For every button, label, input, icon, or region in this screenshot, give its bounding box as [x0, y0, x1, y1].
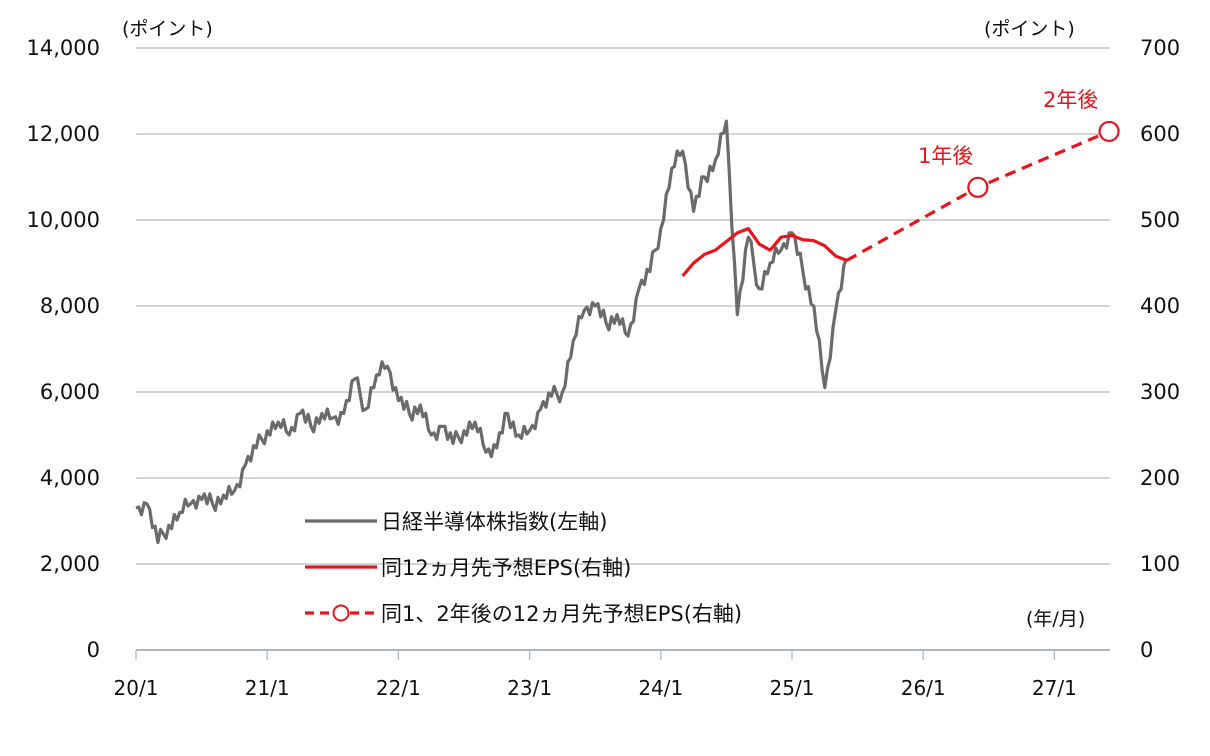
y-right-tick-label: 500: [1140, 208, 1181, 232]
annotation-two-year: 2年後: [1043, 88, 1099, 112]
y-left-tick-label: 14,000: [26, 36, 100, 60]
legend-swatch-red-line: [305, 557, 377, 577]
x-axis-unit: (年/月): [1026, 608, 1086, 630]
y-left-tick-label: 0: [86, 638, 100, 662]
y-left-tick-label: 4,000: [39, 466, 100, 490]
x-tick-label: 24/1: [638, 676, 684, 700]
gridlines: [136, 47, 1110, 651]
y-left-tick-label: 10,000: [26, 208, 100, 232]
legend-label: 日経半導体株指数(左軸): [381, 510, 608, 534]
legend-label: 同1、2年後の12ヵ月先予想EPS(右軸): [381, 602, 743, 626]
legend-item-projection: 同1、2年後の12ヵ月先予想EPS(右軸): [305, 590, 742, 636]
series-eps-projection: [845, 120, 1120, 262]
legend-item-eps: 同12ヵ月先予想EPS(右軸): [305, 544, 742, 590]
y-right-tick-label: 200: [1140, 466, 1181, 490]
legend-swatch-gray-line: [305, 511, 377, 531]
y-right-tick-label: 300: [1140, 380, 1181, 404]
y-left-tick-label: 12,000: [26, 122, 100, 146]
projection-marker-circle: [967, 176, 989, 198]
projection-marker-circle: [1098, 120, 1120, 143]
x-tick-label: 22/1: [375, 676, 421, 700]
legend-swatches: [305, 519, 377, 622]
y-left-tick-label: 2,000: [39, 552, 100, 576]
series-eps-forecast: [681, 227, 848, 277]
x-tick-label: 25/1: [769, 676, 815, 700]
legend-item-index: 日経半導体株指数(左軸): [305, 498, 742, 544]
y-left-tick-label: 8,000: [39, 294, 100, 318]
series-semiconductor-index: [135, 119, 849, 545]
left-axis-unit: (ポイント): [122, 18, 213, 40]
y-right-tick-label: 700: [1140, 36, 1181, 60]
index-line: [135, 119, 849, 545]
right-axis-unit: (ポイント): [984, 18, 1075, 40]
y-right-tick-label: 0: [1140, 638, 1154, 662]
legend-swatch-red-dashed-circle: [305, 603, 377, 623]
y-left-tick-label: 6,000: [39, 380, 100, 404]
x-tick-label: 21/1: [244, 676, 290, 700]
annotation-one-year: 1年後: [918, 144, 974, 168]
x-tick-label: 23/1: [507, 676, 553, 700]
y-right-tick-label: 100: [1140, 552, 1181, 576]
legend-circle-marker-icon: [332, 604, 350, 622]
y-right-tick-label: 600: [1140, 122, 1181, 146]
legend-label: 同12ヵ月先予想EPS(右軸): [381, 556, 632, 580]
x-tick-label: 20/1: [113, 676, 159, 700]
eps-line: [681, 227, 848, 277]
y-right-tick-label: 400: [1140, 294, 1181, 318]
x-tick-label: 26/1: [900, 676, 946, 700]
x-axis: [135, 650, 1056, 660]
x-tick-label: 27/1: [1031, 676, 1077, 700]
legend: 日経半導体株指数(左軸) 同12ヵ月先予想EPS(右軸) 同1、2年後の12ヵ月…: [305, 498, 742, 636]
